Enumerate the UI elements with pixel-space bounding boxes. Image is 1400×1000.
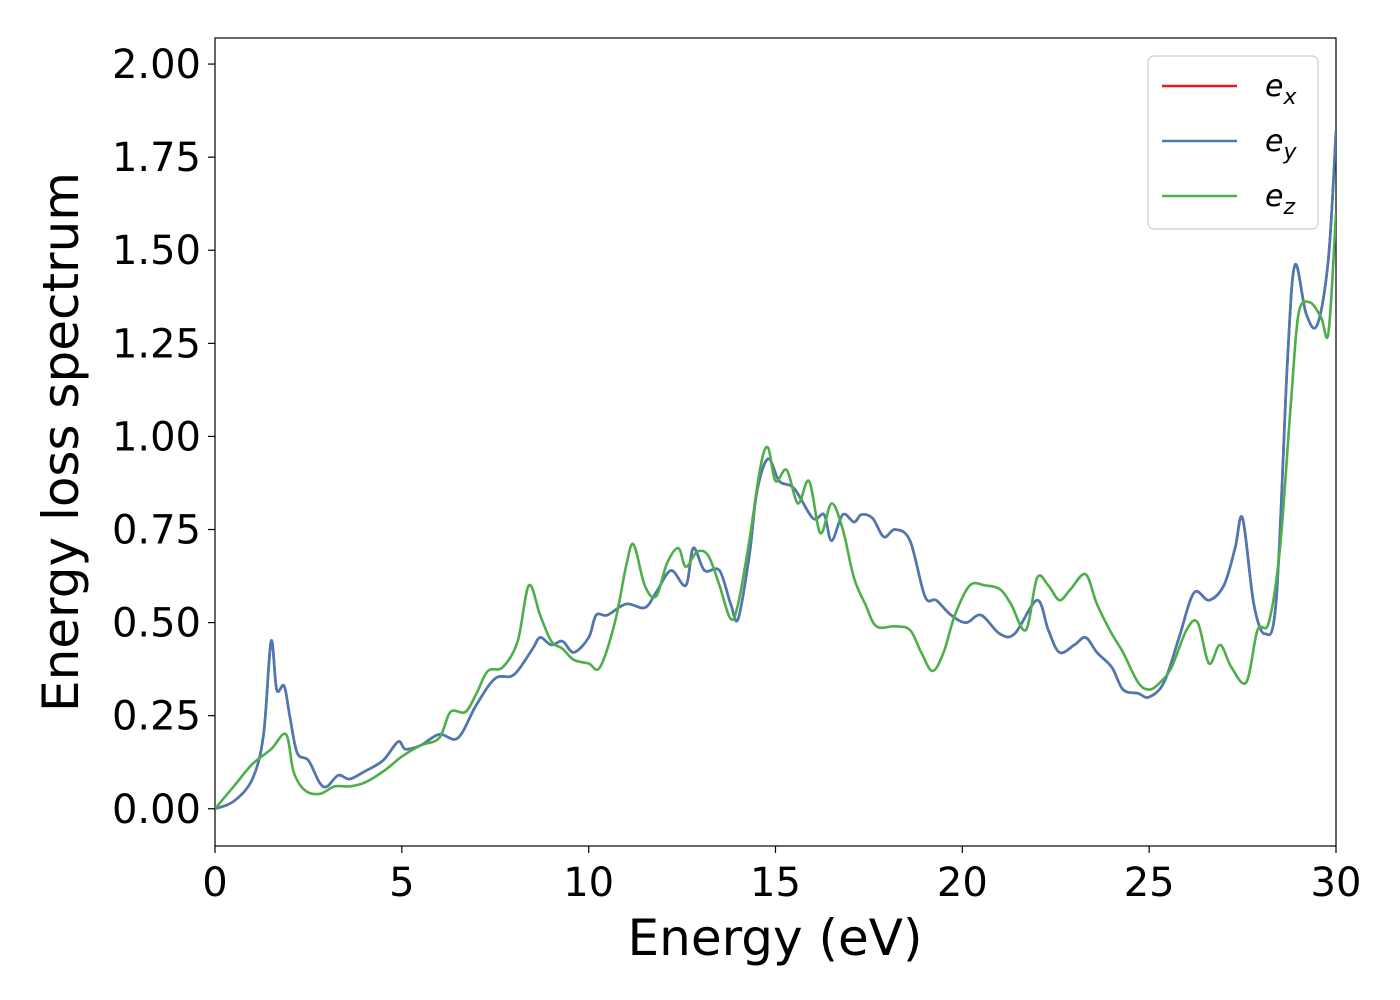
series-line-e-y	[215, 131, 1336, 811]
y-tick-label: 2.00	[112, 42, 201, 88]
y-tick-label: 0.75	[112, 508, 201, 554]
x-tick-label: 0	[202, 860, 227, 906]
y-tick-label: 1.00	[112, 414, 201, 460]
y-tick-label: 1.50	[112, 228, 201, 274]
legend-items: ex ey ez	[1162, 69, 1297, 220]
y-tick-label: 1.25	[112, 321, 201, 367]
ticks-group	[208, 63, 1337, 853]
y-axis-title: Energy loss spectrum	[32, 172, 90, 712]
x-tick-label: 30	[1311, 860, 1362, 906]
legend-box	[1147, 55, 1319, 230]
x-tick-label: 25	[1124, 860, 1175, 906]
y-tick-label: 1.75	[112, 135, 201, 181]
legend-label-e-x: ex	[1265, 69, 1297, 110]
y-tick-label: 0.50	[112, 601, 201, 647]
x-axis-title: Energy (eV)	[628, 909, 923, 967]
y-tick-label: 0.25	[112, 694, 201, 740]
y-tick-label: 0.00	[112, 787, 201, 833]
series-line-e-z	[215, 212, 1336, 810]
x-tick-label: 5	[389, 860, 414, 906]
x-tick-label: 20	[937, 860, 988, 906]
tick-labels-group: 0 5 10 15 20 25 30 0.00 0.25 0.50 0.75 1.00 1.25 1.50…	[112, 42, 1362, 906]
legend: ex ey ez	[1147, 55, 1319, 230]
legend-label-e-z: ez	[1265, 179, 1295, 220]
x-tick-label: 15	[750, 860, 801, 906]
x-tick-label: 10	[563, 860, 614, 906]
series-group	[215, 131, 1336, 811]
legend-label-e-y: ey	[1265, 124, 1297, 165]
